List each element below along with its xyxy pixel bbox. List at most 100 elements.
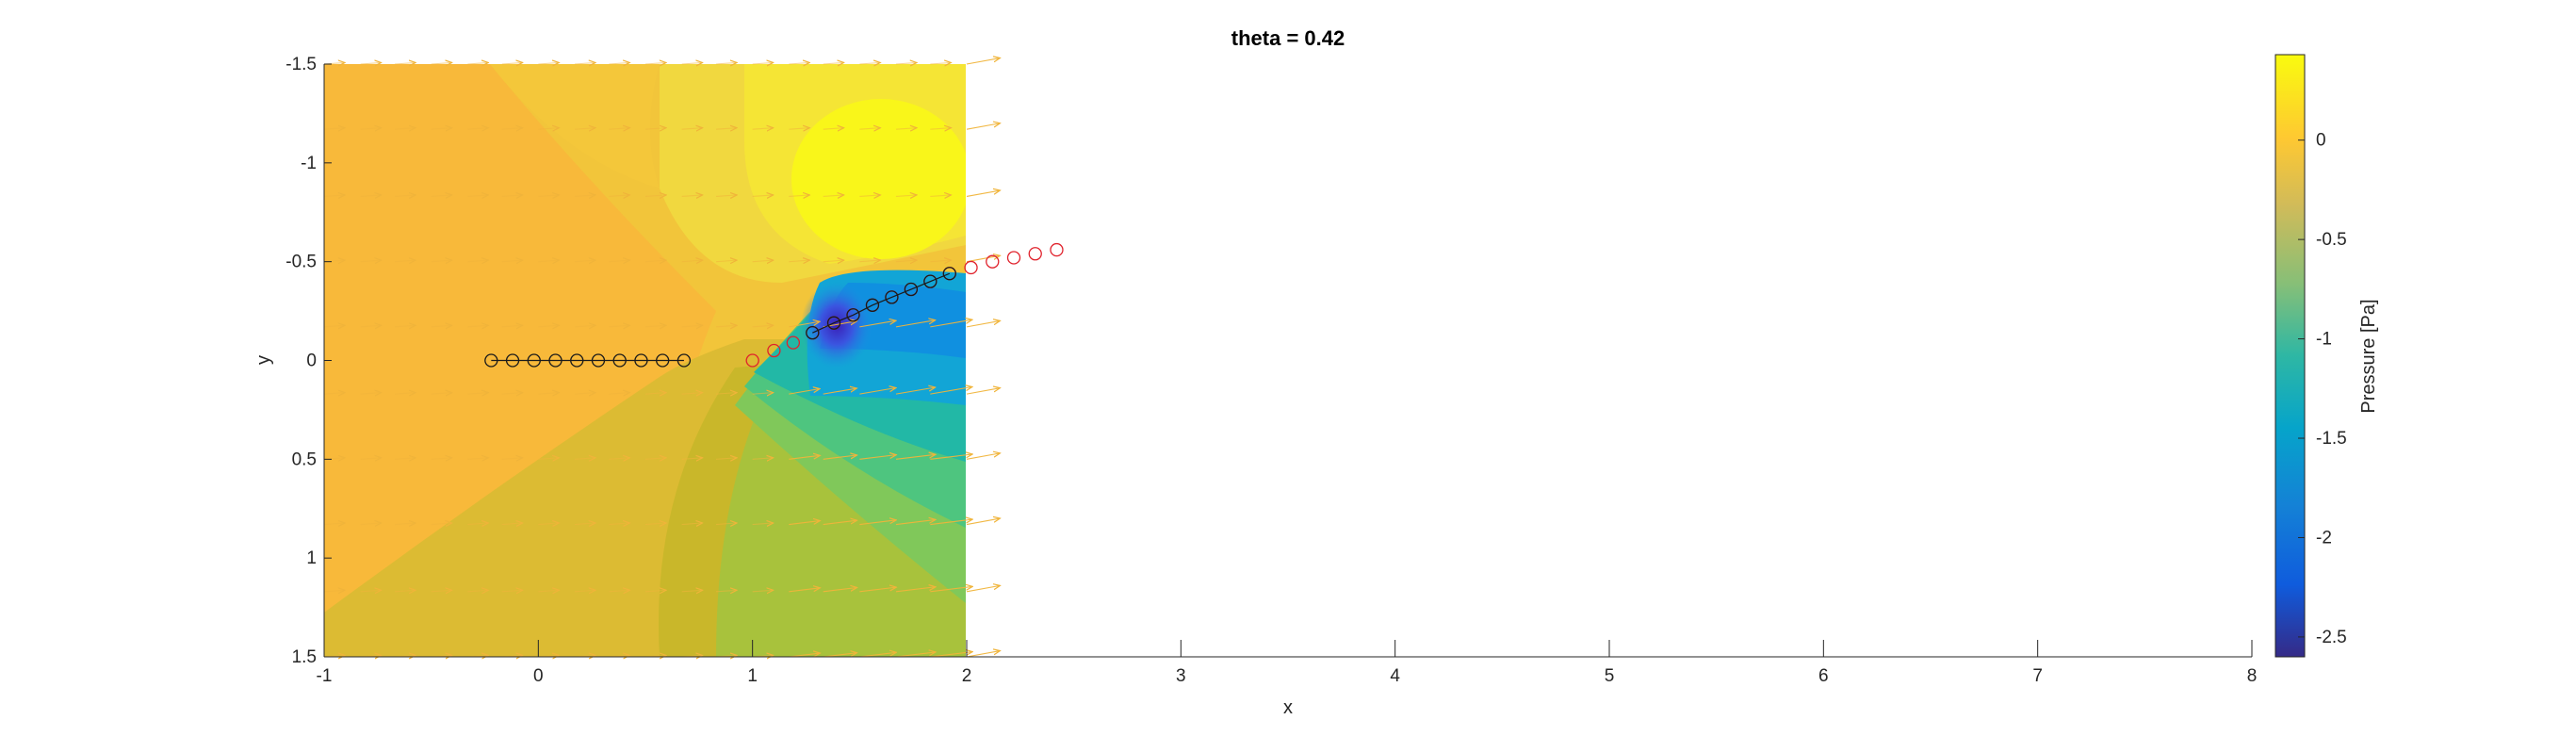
quiver-arrow — [859, 128, 880, 130]
quiver-arrow — [501, 325, 523, 327]
quiver-arrow — [609, 458, 629, 460]
quiver-arrow — [752, 458, 774, 460]
quiver-arrow — [467, 590, 488, 592]
series-point — [904, 282, 919, 297]
series-point — [846, 308, 860, 322]
quiver-arrow — [538, 62, 559, 64]
series-point — [527, 353, 541, 368]
quiver-arrow — [966, 190, 1000, 198]
y-axis: -1.5 -1 -0.5 0 0.5 1 1.5 y — [253, 55, 332, 667]
quiver-arrow — [538, 523, 559, 525]
quiver-arrow — [644, 458, 666, 460]
quiver-arrow — [467, 523, 488, 525]
quiver-arrow — [823, 587, 857, 593]
y-tick-group: -1.5 -1 -0.5 0 0.5 1 1.5 — [285, 55, 332, 667]
quiver-arrow — [895, 195, 917, 197]
series-point — [591, 353, 606, 368]
quiver-arrow — [681, 523, 703, 525]
quiver-arrow — [789, 455, 820, 460]
quiver-arrow — [501, 195, 523, 197]
quiver-arrow — [681, 458, 703, 460]
colorbar-gradient — [2274, 54, 2306, 658]
quiver-arrow — [715, 458, 737, 460]
y-tick-label: 0 — [306, 352, 317, 371]
quiver-arrow — [501, 393, 523, 395]
quiver-arrow — [895, 387, 936, 395]
quiver-arrow — [644, 195, 666, 197]
quiver-arrow — [966, 58, 1000, 65]
quiver-arrow — [752, 393, 774, 395]
quiver-arrow — [715, 590, 737, 592]
quiver-arrow — [323, 325, 345, 327]
quiver-arrow — [752, 128, 774, 130]
quiver-arrow — [930, 195, 951, 197]
quiver-arrow — [859, 652, 896, 658]
quiver-arrow — [823, 653, 857, 658]
quiver-arrow — [681, 128, 703, 130]
quiver-arrow — [394, 260, 416, 262]
quiver-arrow — [431, 260, 452, 262]
quiver-arrow — [431, 393, 452, 395]
quiver-arrow — [966, 651, 1000, 658]
quiver-arrow — [609, 590, 629, 592]
quiver-arrow — [431, 325, 452, 327]
quiver-arrow — [394, 128, 416, 130]
quiver-arrow — [966, 388, 1000, 395]
quiver-arrow — [789, 260, 809, 262]
quiver-arrow — [609, 260, 629, 262]
series-point — [612, 353, 627, 368]
quiver-arrow — [789, 128, 809, 130]
quiver-arrow — [360, 195, 382, 197]
contour-upper-left-band — [324, 64, 660, 188]
colorbar-tick-label: -1 — [2316, 330, 2332, 350]
series-point — [484, 353, 498, 368]
quiver-arrow — [789, 653, 820, 658]
chart-title: theta = 0.42 — [1231, 26, 1345, 50]
quiver-arrow — [681, 393, 703, 395]
quiver-arrow — [823, 520, 857, 526]
quiver-arrow — [574, 195, 595, 197]
quiver-arrow — [609, 62, 629, 64]
quiver-arrow — [609, 393, 629, 395]
series-point — [634, 353, 648, 368]
quiver-arrow — [644, 128, 666, 130]
quiver-arrow — [467, 458, 488, 460]
quiver-arrow — [930, 519, 972, 526]
quiver-arrow — [789, 521, 820, 526]
quiver-arrow — [930, 586, 972, 593]
quiver-arrow — [895, 260, 917, 262]
x-tick-label: 0 — [533, 666, 544, 686]
quiver-arrow — [859, 320, 896, 328]
quiver-arrow — [644, 325, 666, 327]
colorbar-label: Pressure [Pa] — [2358, 299, 2379, 413]
quiver-arrow — [574, 260, 595, 262]
y-tick-label: 1.5 — [292, 647, 317, 667]
quiver-arrow — [394, 195, 416, 197]
quiver-arrow — [859, 455, 896, 460]
quiver-arrow — [394, 523, 416, 525]
quiver-arrow — [895, 128, 917, 130]
contour-vortex-core — [801, 282, 872, 368]
quiver-arrow — [431, 195, 452, 197]
quiver-arrow — [715, 393, 737, 395]
quiver-arrow — [681, 590, 703, 592]
contour-peak-pressure — [791, 99, 966, 259]
series-point — [677, 353, 692, 368]
quiver-arrow — [715, 325, 737, 327]
quiver-arrow — [895, 519, 936, 526]
quiver-arrow — [431, 458, 452, 460]
marker-series — [484, 242, 1064, 368]
quiver-arrow — [644, 590, 666, 592]
series-line — [812, 272, 951, 334]
quiver-arrow — [752, 590, 774, 592]
quiver-arrow — [715, 62, 737, 64]
quiver-arrow — [966, 518, 1000, 526]
quiver-arrow — [823, 195, 844, 197]
quiver-arrow — [360, 128, 382, 130]
quiver-arrow — [501, 260, 523, 262]
quiver-arrow — [752, 523, 774, 525]
quiver-arrow — [538, 195, 559, 197]
x-tick-label: 4 — [1390, 666, 1400, 686]
quiver-arrow — [789, 321, 820, 328]
quiver-arrow — [644, 62, 666, 64]
